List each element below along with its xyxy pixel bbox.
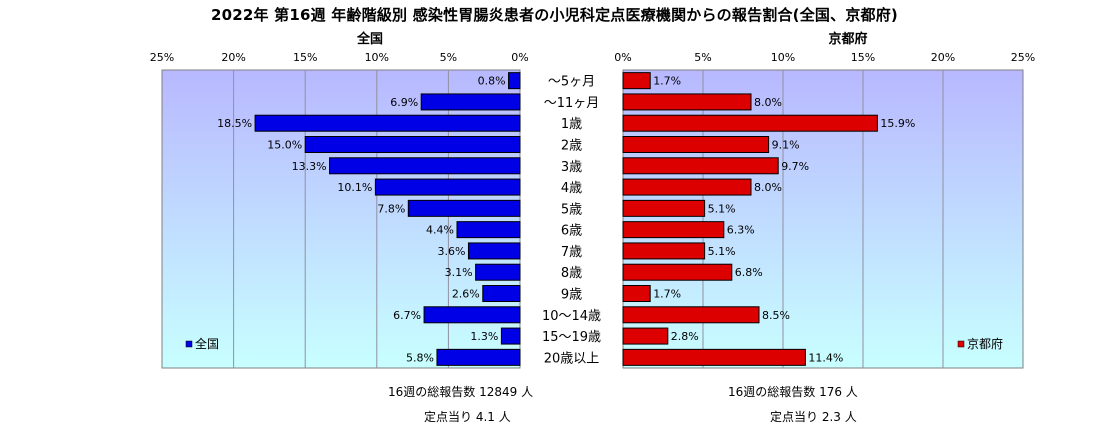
kyoto-bar (622, 157, 779, 175)
national-per-site: 定点当り 4.1 人 (424, 410, 511, 424)
national-bar (500, 327, 521, 345)
kyoto-tick-label: 10% (771, 51, 795, 64)
national-value-label: 5.8% (406, 351, 434, 364)
kyoto-bar (622, 221, 725, 239)
kyoto-value-label: 1.7% (653, 75, 681, 88)
national-bar (329, 157, 521, 175)
kyoto-bar (622, 242, 706, 260)
national-bar (254, 114, 521, 132)
kyoto-bar (622, 348, 806, 366)
category-label: 10～14歳 (542, 309, 601, 324)
national-bar (482, 285, 521, 302)
kyoto-tick-label: 20% (931, 51, 955, 64)
national-bar (420, 93, 521, 111)
kyoto-value-label: 8.5% (762, 309, 790, 322)
kyoto-value-label: 15.9% (880, 117, 915, 130)
category-label: 1歳 (561, 117, 582, 132)
national-value-label: 1.3% (470, 330, 498, 343)
kyoto-bar (622, 263, 733, 281)
national-bar (467, 242, 521, 260)
national-panel-heading: 全国 (356, 31, 383, 47)
category-label: 3歳 (561, 160, 582, 175)
kyoto-per-site: 定点当り 2.3 人 (770, 410, 857, 424)
kyoto-value-label: 11.4% (808, 351, 843, 364)
national-bar (475, 263, 521, 281)
category-label: ～5ヶ月 (548, 75, 595, 90)
national-value-label: 6.7% (393, 309, 421, 322)
national-bar (304, 136, 521, 153)
national-bar (508, 72, 521, 90)
national-value-label: 2.6% (452, 288, 480, 301)
national-tick-label: 15% (293, 51, 317, 64)
category-label: 4歳 (561, 181, 582, 196)
kyoto-value-label: 6.8% (735, 266, 763, 279)
national-value-label: 7.8% (377, 202, 405, 215)
category-label: 5歳 (561, 202, 582, 217)
national-tick-label: 20% (221, 51, 245, 64)
category-label: 6歳 (561, 224, 582, 239)
kyoto-legend-label: 京都府 (967, 336, 1003, 351)
national-bar (456, 221, 521, 239)
category-label: ～11ヶ月 (544, 96, 600, 111)
national-value-label: 10.1% (337, 181, 372, 194)
kyoto-bar (622, 178, 752, 196)
kyoto-bar (622, 72, 651, 90)
national-value-label: 4.4% (426, 224, 454, 237)
national-value-label: 13.3% (292, 160, 327, 173)
national-legend-swatch (185, 340, 193, 348)
national-plot-area (161, 69, 521, 369)
kyoto-legend-swatch (957, 340, 965, 348)
kyoto-plot-area (622, 69, 1024, 369)
kyoto-tick-label: 25% (1011, 51, 1035, 64)
kyoto-bar (622, 136, 770, 153)
kyoto-value-label: 5.1% (708, 245, 736, 258)
national-bar (436, 348, 521, 366)
chart-title: 2022年 第16週 年齢階級別 感染性胃腸炎患者の小児科定点医療機関からの報告… (210, 6, 898, 24)
category-label: 9歳 (561, 288, 582, 303)
national-value-label: 6.9% (390, 96, 418, 109)
national-tick-label: 25% (150, 51, 174, 64)
national-tick-label: 10% (365, 51, 389, 64)
category-label: 2歳 (561, 139, 582, 154)
national-value-label: 0.8% (478, 75, 506, 88)
category-label: 8歳 (561, 266, 582, 281)
kyoto-value-label: 1.7% (653, 288, 681, 301)
kyoto-tick-label: 0% (614, 51, 631, 64)
national-bar (374, 178, 521, 196)
kyoto-bar (622, 93, 752, 111)
kyoto-value-label: 8.0% (754, 181, 782, 194)
national-value-label: 15.0% (267, 139, 302, 152)
national-total-reports: 16週の総報告数 12849 人 (388, 385, 534, 399)
national-bar (423, 306, 521, 324)
category-label: 7歳 (561, 245, 582, 260)
kyoto-bar (622, 285, 651, 302)
national-value-label: 3.1% (445, 266, 473, 279)
kyoto-bar (622, 114, 878, 132)
kyoto-value-label: 8.0% (754, 96, 782, 109)
national-tick-label: 0% (511, 51, 528, 64)
kyoto-panel-heading: 京都府 (828, 31, 867, 47)
kyoto-value-label: 2.8% (671, 330, 699, 343)
kyoto-total-reports: 16週の総報告数 176 人 (728, 385, 858, 399)
national-value-label: 18.5% (217, 117, 252, 130)
kyoto-tick-label: 5% (694, 51, 711, 64)
national-tick-label: 5% (440, 51, 457, 64)
kyoto-bar (622, 199, 706, 217)
kyoto-bar (622, 306, 760, 324)
kyoto-value-label: 6.3% (727, 224, 755, 237)
national-bar (407, 199, 521, 217)
kyoto-value-label: 9.1% (772, 139, 800, 152)
category-label: 15～19歳 (542, 330, 601, 345)
national-legend-label: 全国 (195, 336, 219, 351)
kyoto-value-label: 9.7% (781, 160, 809, 173)
kyoto-tick-label: 15% (851, 51, 875, 64)
kyoto-value-label: 5.1% (708, 202, 736, 215)
national-value-label: 3.6% (437, 245, 465, 258)
category-label: 20歳以上 (544, 351, 600, 366)
kyoto-bar (622, 327, 669, 345)
